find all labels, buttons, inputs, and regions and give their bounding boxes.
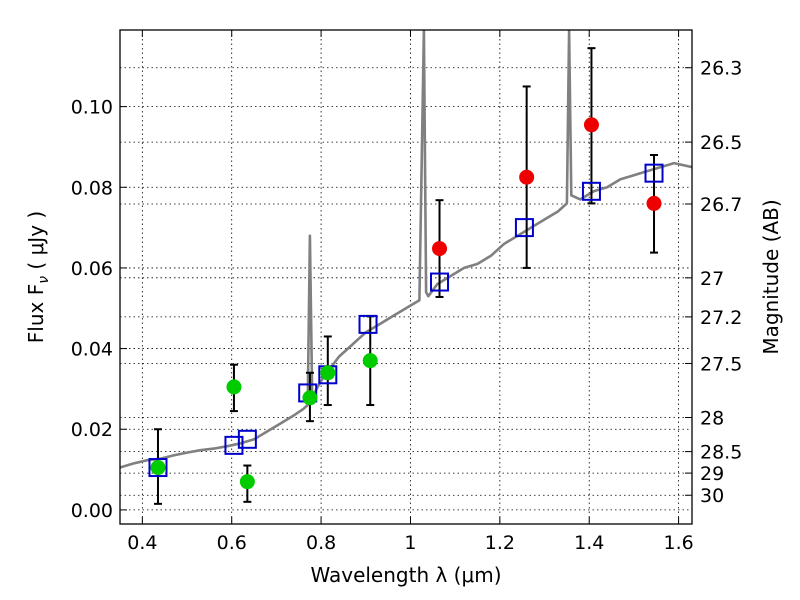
red-point: [519, 169, 535, 185]
model-square-marker: [237, 429, 257, 449]
model-square-marker: [644, 163, 664, 183]
y-axis-label-text: Flux F: [24, 284, 48, 343]
magnitude-tick-label: 27.2: [700, 307, 742, 329]
model-square-marker: [358, 314, 378, 334]
magnitude-tick-label: 28: [700, 408, 724, 430]
x-tick-label: 1: [404, 532, 416, 554]
model-square-marker: [514, 218, 534, 238]
y-tick-label: 0.06: [71, 258, 113, 280]
x-axis-label: Wavelength λ (μm): [310, 563, 501, 587]
template-spectrum-line: [120, 30, 692, 469]
model-square-marker: [581, 181, 601, 201]
plot-series: [120, 30, 692, 505]
magnitude-tick-label: 26.5: [700, 132, 742, 154]
detection-point: [226, 379, 242, 395]
magnitude-tick-label: 26.7: [700, 194, 742, 216]
x-tick-label: 0.8: [306, 532, 336, 554]
magnitude-tick-label: 27.5: [700, 353, 742, 375]
y-tick-label: 0.02: [71, 419, 113, 441]
plot-frame: [119, 29, 693, 525]
y-axis-label-unit: ( μJy ): [24, 211, 48, 276]
axis-ticks: 0.4 0.6 0.8 1 1.2 1.4 1.6 0.00 0.02 0.04 0.06 0.08 0…: [71, 30, 742, 554]
detection-point: [239, 474, 255, 490]
magnitude-tick-label: 30: [700, 485, 724, 507]
model-square-marker: [224, 435, 244, 455]
y-tick-label: 0.04: [71, 339, 113, 361]
detection-point: [320, 365, 336, 381]
y-tick-label: 0.00: [71, 500, 113, 522]
x-tick-label: 1.6: [663, 532, 693, 554]
detection-point: [362, 353, 378, 369]
detection-point: [302, 390, 318, 406]
x-tick-label: 1.2: [485, 532, 515, 554]
y-tick-label: 0.08: [71, 177, 113, 199]
detection-point: [150, 460, 166, 476]
x-tick-label: 0.4: [127, 532, 157, 554]
model-square-marker: [148, 458, 168, 478]
magnitude-tick-label: 27: [700, 268, 724, 290]
red-point: [646, 195, 662, 211]
model-square-marker: [430, 272, 450, 292]
y-axis-label-subscript: ν: [36, 276, 52, 284]
red-point: [432, 241, 448, 257]
magnitude-axis-label: Magnitude (AB): [759, 199, 783, 354]
magnitude-tick-label: 26.3: [700, 58, 742, 80]
error-bars: [153, 47, 659, 505]
model-squares: [148, 163, 664, 478]
magnitude-tick-label: 28.5: [700, 442, 742, 464]
x-tick-label: 0.6: [217, 532, 247, 554]
photometry-points: [150, 117, 662, 490]
magnitude-tick-label: 29: [700, 463, 724, 485]
grid-lines: [120, 30, 692, 524]
y-axis-label: Flux Fν ( μJy ): [24, 211, 52, 343]
red-point: [583, 117, 599, 133]
y-tick-label: 0.10: [71, 97, 113, 119]
x-tick-label: 1.4: [574, 532, 604, 554]
